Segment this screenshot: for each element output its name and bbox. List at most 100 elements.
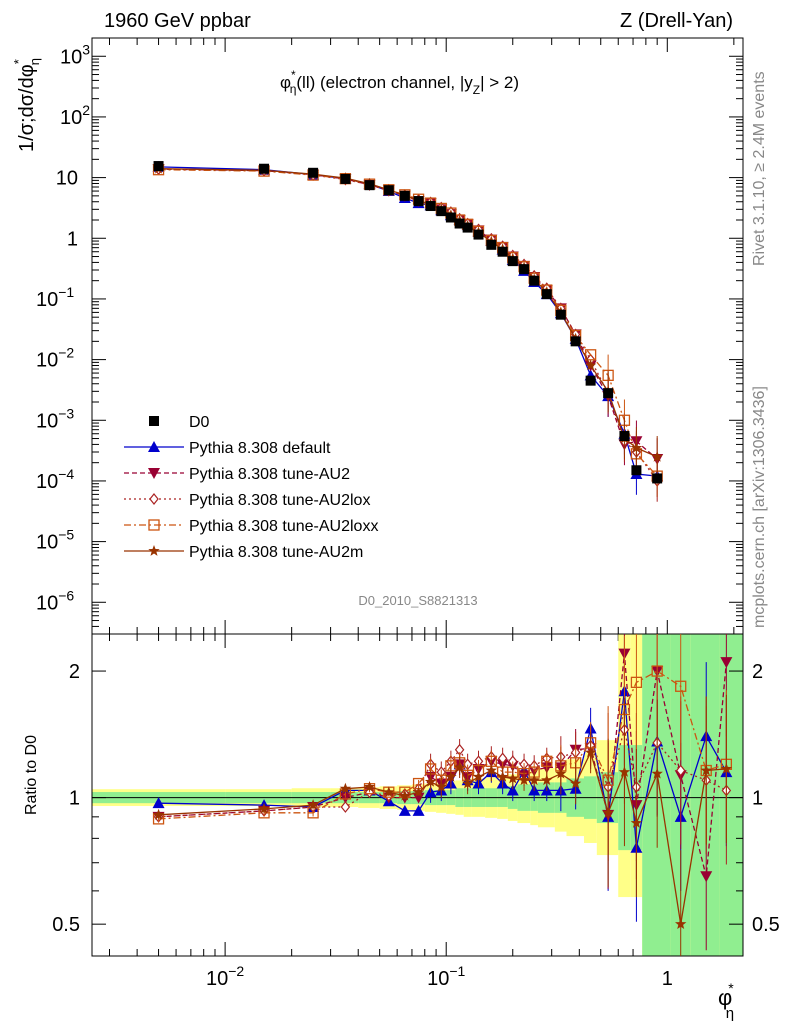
x-tick-label: 10−2 [206,963,244,990]
ratio-marker-au2m [399,789,411,801]
analysis-watermark: D0_2010_S8821313 [358,593,477,608]
y-tick-base: 10 [36,289,58,311]
ratio-marker-au2m [383,786,395,798]
ratio-marker-au2m [152,808,165,820]
y-tick-base: 10 [36,350,58,372]
y-tick-base: 10 [36,592,58,614]
y-tick-base: 10 [60,107,82,129]
ratio-marker-au2m [555,767,567,779]
y-tick-label: 10 [56,168,78,190]
title-sub: η [290,82,297,96]
y-tick-base: 10 [36,410,58,432]
data-point [383,185,394,196]
header-left: 1960 GeV ppbar [104,10,251,32]
legend-marker-data [149,416,159,426]
ratio-marker-au2m [424,775,437,787]
legend-marker-default [148,441,160,452]
y-tick-label: 1 [67,228,78,250]
data-point [529,275,540,286]
ratio-marker-default [412,804,425,816]
ratio-marker-au2loxx [541,755,553,767]
legend-marker-au2loxx [148,519,160,531]
title-sub2: Z [473,83,480,97]
marker-au2m [630,441,643,453]
y-tick-label: 10−3 [36,405,74,432]
legend-label-au2: Pythia 8.308 tune-AU2 [189,466,350,483]
ratio-line-au2 [158,653,728,877]
ratio-marker-au2loxx [675,680,687,692]
data-point [425,201,436,212]
ratio-marker-au2m [339,782,352,794]
data-point [507,256,518,267]
data-point [340,173,351,184]
y-tick-exp: −4 [58,466,74,482]
ylabel-main: 1/σ;dσ/dφ [16,64,38,152]
ratio-marker-au2m [363,781,376,792]
ratio-marker-au2m [569,777,582,789]
series-line-au2loxx [158,169,658,477]
y-tick-exp: 2 [82,102,90,118]
ratio-xlabel: φ* η [718,980,734,1022]
x-tick-base: 1 [662,968,673,990]
main-ylabel: 1/σ;dσ/dφ*η [11,58,42,152]
ratio-marker-au2m [584,746,597,758]
data-point [259,163,270,174]
ratio-marker-au2m [618,766,631,777]
data-point [454,218,465,229]
y-tick-base: 10 [60,46,82,68]
y-tick-label: 10−5 [36,527,74,554]
data-point [445,212,456,223]
ratio-marker-au2lox [340,801,351,813]
ratio-marker-default [152,797,165,809]
series-line-au2m [158,168,658,458]
xlabel-main: φ [718,985,732,1010]
series-line-default [158,166,658,477]
uncertainty-band-inner [719,634,743,956]
ratio-marker-au2m [435,781,447,792]
y-tick-base: 10 [36,471,58,493]
legend-label-au2loxx: Pythia 8.308 tune-AU2loxx [189,518,378,535]
ratio-frame [91,633,744,957]
ratio-panel: 10−2 10−1 10.5 0.51 12 2 [52,633,780,990]
ratio-y-tick-label-right: 2 [752,661,763,683]
data-point [436,206,447,217]
data-point [541,289,552,300]
ratio-marker-au2m [258,802,270,814]
ratio-marker-au2m [472,770,485,782]
ratio-y-tick-label: 2 [69,661,80,683]
ratio-marker-default [398,804,411,816]
ratio-marker-au2m [507,772,519,784]
legend-label-data: D0 [189,414,210,431]
ratio-marker-au2m [700,764,712,776]
data-point [585,375,596,386]
legend-marker-au2lox [149,493,159,505]
y-tick-exp: −3 [58,405,74,421]
x-tick-exp: −2 [228,963,244,979]
ratio-y-tick-label-right: 0.5 [752,914,780,936]
ratio-marker-au2m [485,764,497,776]
y-tick-label: 103 [60,41,90,68]
ratio-marker-au2m [630,817,643,828]
data-point [631,465,642,476]
data-point [555,309,566,320]
x-tick-label: 1 [662,968,673,990]
ratio-marker-au2m [518,774,530,786]
legend-marker-au2 [148,468,160,479]
legend: D0 Pythia 8.308 default Pythia 8.308 tune-… [124,414,378,561]
uncertainty-band-inner [690,634,720,956]
data-point [399,190,410,201]
marker-au2m [651,450,663,462]
legend-label-au2lox: Pythia 8.308 tune-AU2lox [189,492,370,509]
ratio-line-default [158,691,727,848]
data-point [462,222,473,233]
y-tick-label: 10−2 [36,345,74,372]
series-line-au2 [158,168,658,460]
ylabel-sup: * [11,59,26,64]
title-end: | > 2) [480,73,519,92]
mcplots-label: mcplots.cern.ch [arXiv:1306.3436] [751,386,768,628]
y-tick-exp: 3 [82,41,90,57]
y-tick-label: 10−6 [36,587,74,614]
y-tick-label: 10−1 [36,284,74,311]
data-point [308,167,319,178]
data-point [473,229,484,240]
